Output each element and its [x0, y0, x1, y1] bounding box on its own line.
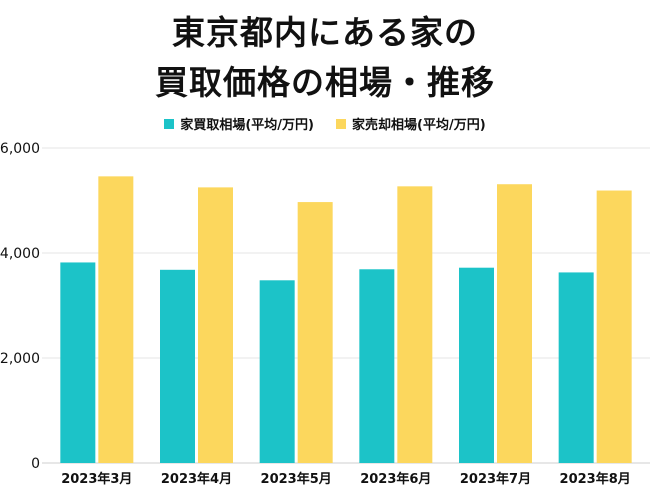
bar-series-1 [259, 280, 295, 463]
legend-swatch-series-1 [164, 118, 175, 129]
bar-series-1 [459, 267, 494, 463]
legend-item-series-1: 家買取相場(平均/万円) [164, 114, 314, 133]
bar-series-1 [558, 272, 594, 463]
legend-label-series-2: 家売却相場(平均/万円) [352, 118, 486, 133]
bar-series-2 [198, 187, 233, 463]
bar-series-1 [60, 262, 96, 463]
legend-item-series-2: 家売却相場(平均/万円) [336, 114, 486, 133]
x-tick-label: 2023年7月 [460, 471, 531, 487]
legend-swatch-series-2 [336, 118, 346, 129]
chart-legend: 家買取相場(平均/万円) 家売却相場(平均/万円) [0, 114, 650, 133]
bar-series-2 [596, 190, 632, 463]
x-tick-label: 2023年6月 [360, 471, 431, 487]
bar-series-1 [359, 269, 395, 463]
y-tick-label: 2,000 [0, 351, 40, 367]
bar-series-2 [98, 176, 134, 463]
x-tick-label: 2023年3月 [61, 471, 132, 487]
chart-title-line-1: 東京都内にある家の [172, 13, 478, 52]
legend-label-series-1: 家買取相場(平均/万円) [180, 118, 314, 133]
chart-title-line-2: 買取価格の相場・推移 [155, 63, 495, 102]
x-tick-label: 2023年4月 [161, 471, 232, 487]
bar-series-2 [497, 184, 532, 463]
bar-series-2 [397, 186, 433, 463]
x-tick-label: 2023年5月 [261, 471, 332, 487]
x-tick-label: 2023年8月 [560, 471, 631, 487]
y-tick-label: 4,000 [0, 246, 40, 262]
bar-series-1 [160, 269, 195, 463]
y-tick-label: 6,000 [0, 141, 40, 157]
y-tick-label: 0 [31, 456, 40, 472]
bar-series-2 [297, 202, 333, 463]
